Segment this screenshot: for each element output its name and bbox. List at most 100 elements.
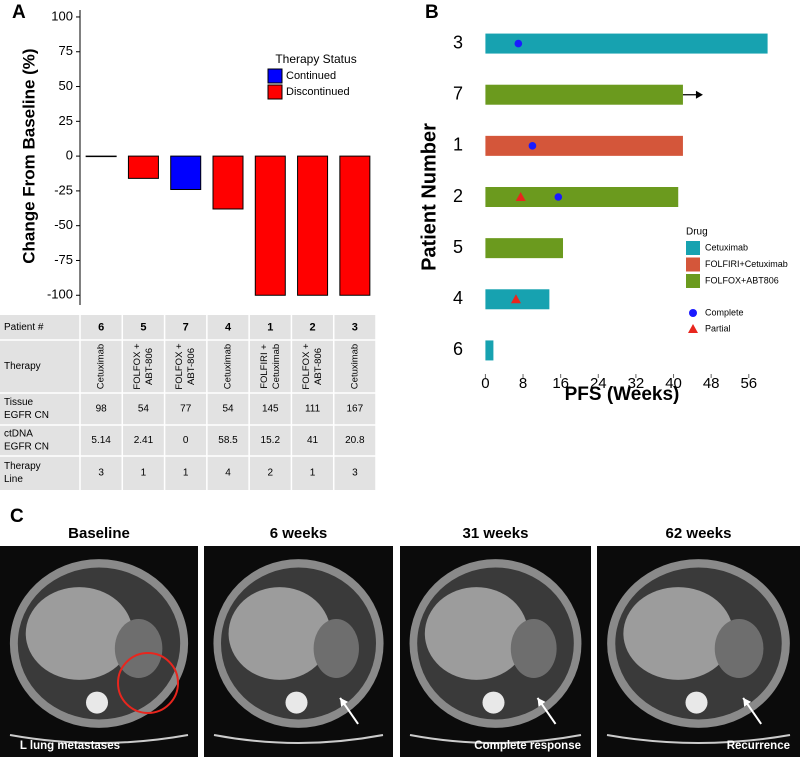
patient-number: 7 bbox=[183, 321, 189, 333]
table-cell: 98 bbox=[96, 404, 108, 415]
y-tick-label: 3 bbox=[453, 32, 463, 52]
legend-label: FOLFOX+ABT806 bbox=[705, 275, 779, 285]
row-label: Therapy bbox=[4, 361, 41, 372]
pfs-bar bbox=[485, 84, 683, 105]
panel-label: B bbox=[425, 2, 439, 23]
scan-caption: Recurrence bbox=[727, 740, 790, 752]
bar bbox=[127, 155, 159, 179]
patient-number: 2 bbox=[310, 321, 316, 333]
legend-label: Cetuximab bbox=[705, 242, 748, 252]
therapy-name: FOLFOX + bbox=[174, 343, 185, 390]
liver bbox=[25, 587, 133, 680]
y-tick-label: 50 bbox=[59, 78, 73, 93]
stomach bbox=[510, 618, 557, 679]
pointer-head bbox=[537, 697, 546, 707]
row-label: EGFR CN bbox=[4, 410, 49, 421]
legend-label: Discontinued bbox=[286, 86, 350, 98]
y-tick-label: -75 bbox=[54, 252, 73, 267]
table-cell: 2 bbox=[268, 468, 274, 479]
legend-marker bbox=[689, 309, 697, 317]
therapy-name: FOLFOX + bbox=[132, 343, 143, 390]
therapy-name: ABT-806 bbox=[144, 348, 155, 385]
legend-label: Complete bbox=[705, 307, 744, 317]
table-cell: 41 bbox=[307, 435, 319, 446]
stomach bbox=[313, 618, 359, 679]
arrow-head bbox=[695, 90, 703, 99]
table-arc bbox=[409, 734, 582, 744]
table-cell: 3 bbox=[98, 468, 104, 479]
row-label: ctDNA bbox=[4, 429, 33, 440]
liver bbox=[623, 587, 734, 680]
legend-title: Therapy Status bbox=[275, 52, 356, 66]
table-header: Patient # bbox=[4, 322, 44, 333]
panel-label: A bbox=[12, 2, 26, 23]
therapy-name: ABT-806 bbox=[186, 348, 197, 385]
x-tick-label: 16 bbox=[552, 375, 569, 392]
patient-number: 1 bbox=[267, 321, 273, 333]
therapy-name: Cetuximab bbox=[223, 344, 234, 389]
bar bbox=[254, 155, 286, 296]
pointer-head bbox=[743, 697, 752, 707]
therapy-name: ABT-806 bbox=[313, 348, 324, 385]
pfs-bar bbox=[485, 340, 494, 361]
y-tick-label: 75 bbox=[59, 43, 73, 58]
spine bbox=[86, 691, 108, 714]
y-tick-label: -50 bbox=[54, 217, 73, 232]
y-tick-label: 0 bbox=[66, 148, 73, 163]
table-cell: 20.8 bbox=[345, 435, 365, 446]
x-tick-label: 48 bbox=[703, 375, 720, 392]
therapy-name: Cetuximab bbox=[349, 344, 360, 389]
y-tick-label: 2 bbox=[453, 186, 463, 206]
legend-label: FOLFIRI+Cetuximab bbox=[705, 259, 788, 269]
table-cell: 5.14 bbox=[91, 435, 111, 446]
pfs-bar bbox=[485, 187, 679, 207]
therapy-name: FOLFIRI + bbox=[259, 344, 270, 389]
y-tick-label: 4 bbox=[453, 288, 463, 308]
response-marker bbox=[528, 142, 537, 150]
table-cell: 1 bbox=[183, 468, 189, 479]
response-marker bbox=[514, 39, 523, 48]
x-tick-label: 32 bbox=[628, 375, 645, 392]
row-label: Line bbox=[4, 474, 23, 485]
y-tick-label: 100 bbox=[51, 8, 73, 23]
legend-swatch bbox=[686, 274, 700, 288]
pfs-bar bbox=[485, 238, 564, 259]
table-cell: 145 bbox=[262, 404, 279, 415]
y-tick-label: 7 bbox=[453, 83, 463, 103]
pfs-bar bbox=[485, 135, 683, 156]
table-cell: 1 bbox=[141, 468, 147, 479]
y-axis-label: Change From Baseline (%) bbox=[19, 48, 38, 263]
legend-marker bbox=[688, 324, 698, 333]
patient-number: 4 bbox=[225, 321, 232, 333]
bar bbox=[85, 155, 117, 158]
y-tick-label: 25 bbox=[59, 113, 73, 128]
table-cell: 54 bbox=[138, 404, 150, 415]
y-tick-label: -100 bbox=[47, 287, 73, 302]
table-cell: 3 bbox=[352, 468, 358, 479]
y-tick-label: 5 bbox=[453, 237, 463, 257]
pfs-bar bbox=[485, 33, 768, 54]
table-cell: 58.5 bbox=[218, 435, 238, 446]
bar bbox=[339, 155, 371, 296]
scan-title: Baseline bbox=[68, 525, 130, 542]
therapy-name: Cetuximab bbox=[271, 344, 282, 389]
table-cell: 54 bbox=[222, 404, 234, 415]
legend-swatch bbox=[686, 241, 700, 255]
therapy-name: FOLFOX + bbox=[301, 343, 312, 390]
x-axis-label: PFS (Weeks) bbox=[565, 384, 680, 405]
table-cell: 15.2 bbox=[261, 435, 281, 446]
scan-caption: L lung metastases bbox=[20, 740, 120, 752]
scan-title: 31 weeks bbox=[463, 525, 529, 542]
x-tick-label: 56 bbox=[740, 375, 757, 392]
liver bbox=[228, 587, 331, 680]
response-marker bbox=[554, 193, 563, 201]
row-label: Tissue bbox=[4, 397, 34, 408]
stomach bbox=[714, 618, 764, 679]
bar bbox=[297, 155, 329, 296]
table-cell: 4 bbox=[225, 468, 231, 479]
patient-number: 6 bbox=[98, 321, 104, 333]
table-cell: 111 bbox=[305, 404, 321, 415]
table-cell: 2.41 bbox=[134, 435, 154, 446]
y-tick-label: 6 bbox=[453, 339, 463, 359]
